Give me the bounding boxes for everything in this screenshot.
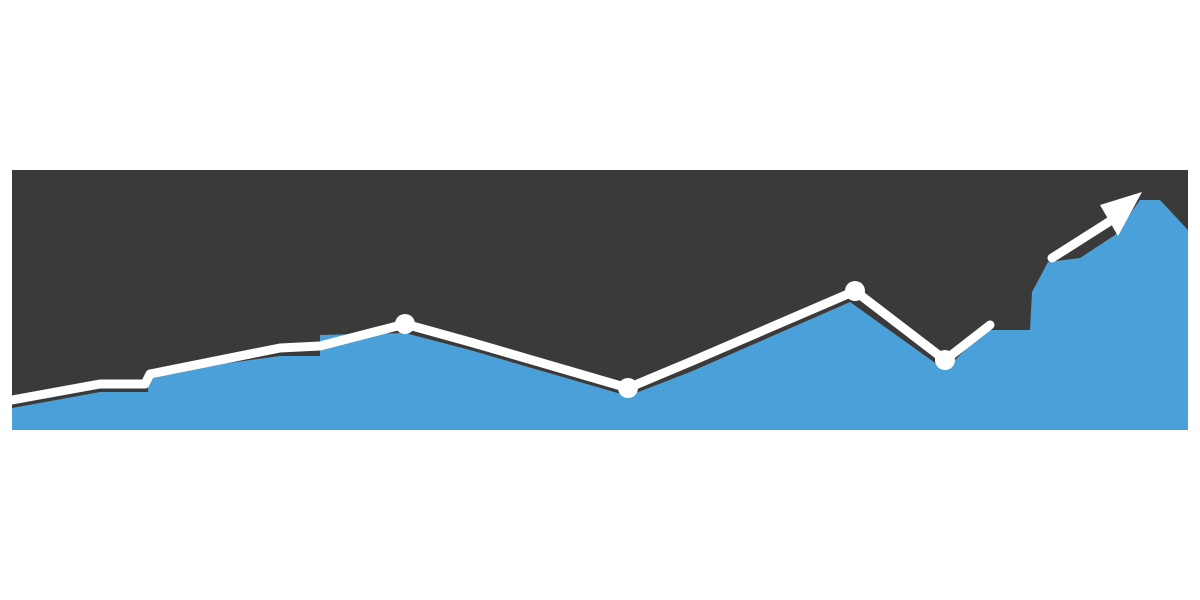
point [935, 350, 955, 370]
point [618, 378, 638, 398]
arrow-shaft [1047, 213, 1120, 263]
point [845, 281, 865, 301]
point [395, 314, 415, 334]
blue-area [12, 200, 1188, 430]
arrow-head [1100, 192, 1142, 236]
